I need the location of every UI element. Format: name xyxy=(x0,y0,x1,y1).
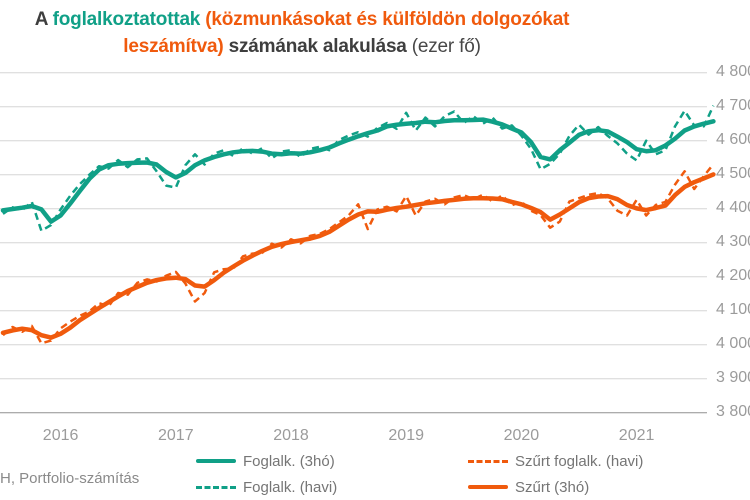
y-axis-tick-label: 4 700 xyxy=(716,97,750,115)
y-axis-tick-label: 3 800 xyxy=(716,403,750,421)
y-axis-tick-label: 4 200 xyxy=(716,267,750,285)
series-line-0 xyxy=(0,117,716,224)
series-line-3 xyxy=(0,172,716,340)
x-axis-tick-label: 2016 xyxy=(42,427,79,444)
source-note: H, Portfolio-számítás xyxy=(0,470,140,487)
x-axis-tick-label: 2020 xyxy=(503,427,540,444)
title-highlight-orange-2: leszámítva) xyxy=(123,36,224,57)
y-axis-tick-label: 4 500 xyxy=(716,165,750,183)
x-axis-tick-label: 2021 xyxy=(618,427,655,444)
legend-item-szurt-3ho[interactable]: Szűrt (3hó) xyxy=(468,478,589,498)
legend-swatch-green-solid-line xyxy=(196,459,236,464)
title-highlight-orange: (közmunkásokat és külföldön dolgozókat xyxy=(200,9,570,30)
title-unit: (ezer fő) xyxy=(411,36,481,57)
legend-item-foglalk-3ho[interactable]: Foglalk. (3hó) xyxy=(196,452,335,472)
legend-label: Foglalk. (3hó) xyxy=(243,453,335,470)
series-line-1 xyxy=(2,105,715,233)
title-line-2: leszámítva) számának alakulása (ezer fő) xyxy=(0,33,604,60)
chart-title: A foglalkoztatottak (közmunkásokat és kü… xyxy=(0,6,604,60)
y-axis-tick-label: 4 000 xyxy=(716,335,750,353)
x-axis-tick-label: 2019 xyxy=(388,427,424,444)
y-axis-tick-label: 4 400 xyxy=(716,199,750,217)
y-axis-tick-label: 4 300 xyxy=(716,233,750,251)
legend-label: Szűrt foglalk. (havi) xyxy=(515,453,644,470)
legend-item-foglalk-havi[interactable]: Foglalk. (havi) xyxy=(196,478,337,498)
title-prefix: A xyxy=(34,9,53,30)
legend-label: Foglalk. (havi) xyxy=(243,479,338,496)
y-axis-tick-label: 4 800 xyxy=(716,63,750,81)
legend-item-szurt-foglalk-havi[interactable]: Szűrt foglalk. (havi) xyxy=(468,452,643,472)
legend-swatch-green-dashed-line xyxy=(196,485,236,489)
legend-swatch-orange-solid-line xyxy=(468,485,508,490)
title-highlight-green: foglalkoztatottak xyxy=(52,9,201,30)
legend-swatch-orange-dashed-line xyxy=(468,459,508,463)
y-axis-tick-label: 4 100 xyxy=(716,301,750,319)
y-axis-tick-label: 3 900 xyxy=(716,369,750,387)
title-line-1: A foglalkoztatottak (közmunkásokat és kü… xyxy=(0,6,604,33)
legend-label: Szűrt (3hó) xyxy=(515,479,590,496)
x-axis-tick-label: 2017 xyxy=(158,427,194,444)
x-axis-tick-label: 2018 xyxy=(273,427,309,444)
y-axis-tick-label: 4 600 xyxy=(716,131,750,149)
series-line-2 xyxy=(2,163,715,345)
title-middle: számának alakulása xyxy=(223,36,412,57)
